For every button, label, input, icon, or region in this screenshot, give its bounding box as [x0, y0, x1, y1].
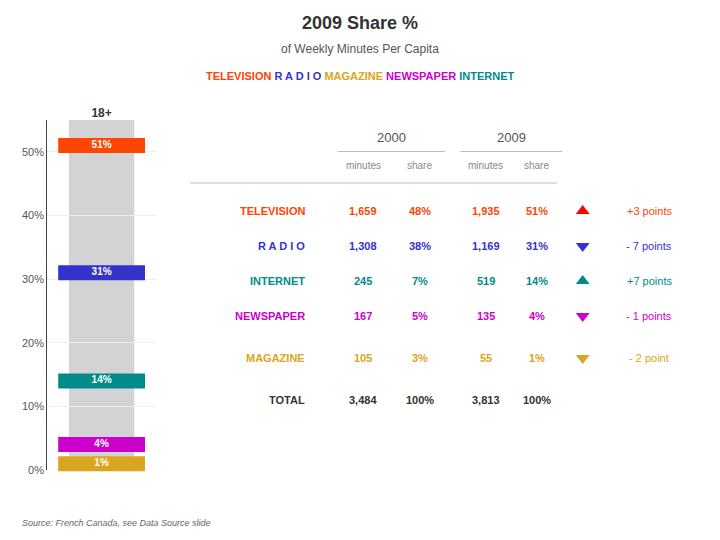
svg-text:NEWSPAPER: NEWSPAPER	[235, 310, 305, 322]
svg-text:100%: 100%	[523, 394, 551, 406]
svg-text:minutes: minutes	[346, 160, 381, 171]
svg-text:- 1 points: - 1 points	[626, 310, 672, 322]
svg-text:TELEVISION: TELEVISION	[240, 205, 305, 217]
svg-text:55: 55	[480, 352, 492, 364]
svg-text:1%: 1%	[529, 352, 545, 364]
svg-text:0%: 0%	[28, 464, 44, 476]
svg-text:+3 points: +3 points	[627, 205, 672, 217]
svg-text:- 7 points: - 7 points	[626, 240, 672, 252]
svg-text:20%: 20%	[22, 337, 44, 349]
svg-text:2000: 2000	[377, 130, 406, 145]
svg-text:31%: 31%	[526, 240, 548, 252]
svg-text:Source: French Canada, see Dat: Source: French Canada, see Data Source s…	[22, 518, 211, 528]
svg-text:38%: 38%	[409, 240, 431, 252]
svg-text:4%: 4%	[529, 310, 545, 322]
svg-text:31%: 31%	[92, 266, 112, 277]
svg-text:TELEVISION R A D I O MAGAZINE: TELEVISION R A D I O MAGAZINE NEWSPAPER …	[206, 70, 515, 82]
svg-text:R A D I O: R A D I O	[258, 240, 305, 252]
svg-text:50%: 50%	[22, 146, 44, 158]
svg-text:share: share	[524, 160, 549, 171]
svg-text:2009: 2009	[497, 130, 526, 145]
svg-text:7%: 7%	[412, 275, 428, 287]
svg-text:10%: 10%	[22, 400, 44, 412]
svg-text:3,484: 3,484	[349, 394, 377, 406]
svg-text:1,935: 1,935	[472, 205, 500, 217]
svg-text:of Weekly Minutes Per Capita: of Weekly Minutes Per Capita	[281, 42, 439, 56]
svg-text:MAGAZINE: MAGAZINE	[246, 352, 305, 364]
svg-text:3,813: 3,813	[472, 394, 500, 406]
svg-text:- 2 point: - 2 point	[629, 352, 669, 364]
svg-text:105: 105	[354, 352, 372, 364]
svg-text:minutes: minutes	[468, 160, 503, 171]
svg-text:1%: 1%	[94, 457, 109, 468]
svg-text:1,308: 1,308	[349, 240, 377, 252]
svg-text:51%: 51%	[92, 139, 112, 150]
svg-text:40%: 40%	[22, 209, 44, 221]
svg-text:3%: 3%	[412, 352, 428, 364]
svg-text:1,169: 1,169	[472, 240, 500, 252]
svg-text:+7 points: +7 points	[627, 275, 672, 287]
svg-text:100%: 100%	[406, 394, 434, 406]
svg-text:30%: 30%	[22, 273, 44, 285]
svg-text:519: 519	[477, 275, 495, 287]
svg-text:5%: 5%	[412, 310, 428, 322]
svg-text:TOTAL: TOTAL	[269, 394, 305, 406]
svg-text:2009 Share %: 2009 Share %	[302, 13, 418, 33]
svg-text:14%: 14%	[526, 275, 548, 287]
svg-text:135: 135	[477, 310, 495, 322]
svg-text:18+: 18+	[91, 106, 111, 120]
svg-text:1,659: 1,659	[349, 205, 377, 217]
svg-text:48%: 48%	[409, 205, 431, 217]
svg-text:4%: 4%	[94, 438, 109, 449]
svg-text:share: share	[407, 160, 432, 171]
svg-text:167: 167	[354, 310, 372, 322]
svg-text:14%: 14%	[92, 374, 112, 385]
svg-text:INTERNET: INTERNET	[250, 275, 305, 287]
svg-text:51%: 51%	[526, 205, 548, 217]
svg-text:245: 245	[354, 275, 372, 287]
